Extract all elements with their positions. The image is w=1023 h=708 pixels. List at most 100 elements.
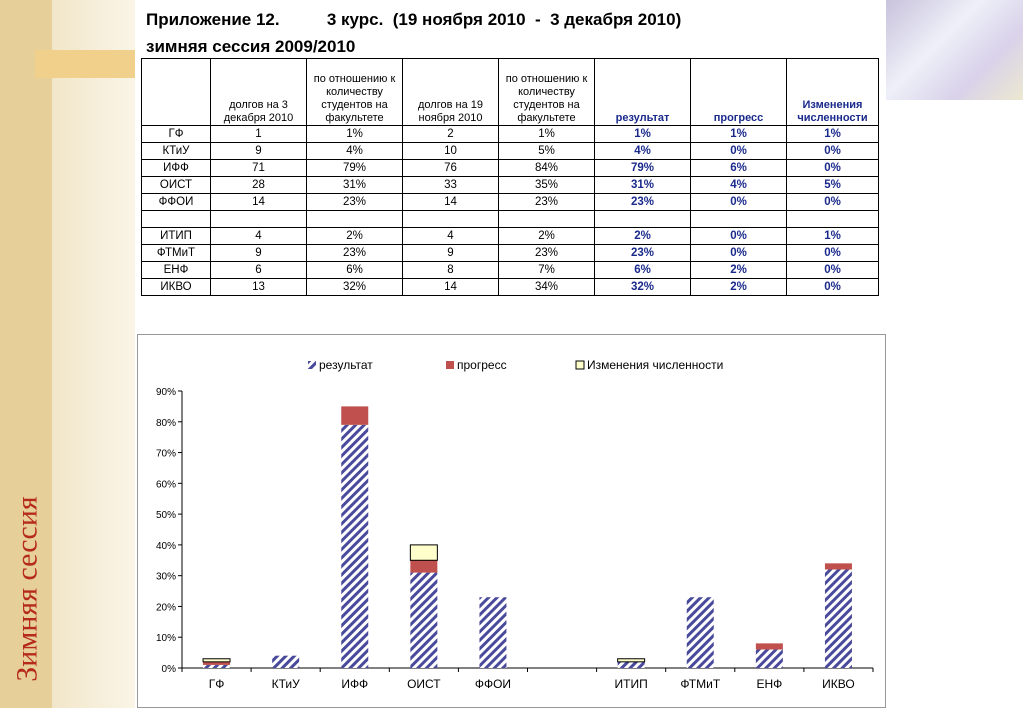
table-cell: 31% <box>594 176 691 194</box>
bar-segment <box>755 643 783 650</box>
table-cell: 71 <box>210 159 307 177</box>
bar-segment <box>341 406 369 425</box>
table-row <box>141 210 879 228</box>
table-cell: ФФОИ <box>141 193 211 211</box>
bar-segment <box>755 649 783 668</box>
x-tick-label: ИКВО <box>822 677 855 691</box>
slide-vertical-title: Зимняя сессия <box>8 470 48 708</box>
table-cell: ГФ <box>141 125 211 143</box>
table-empty-cell <box>306 295 403 310</box>
table-cell: 79% <box>306 159 403 177</box>
table-cell: 84% <box>498 159 595 177</box>
y-tick-label: 80% <box>156 418 176 429</box>
table-cell: 13 <box>210 278 307 296</box>
y-tick-label: 30% <box>156 572 176 583</box>
table-cell: 79% <box>594 159 691 177</box>
table-cell: 23% <box>498 193 595 211</box>
table-empty-cell <box>402 295 499 310</box>
table-cell: 1% <box>786 227 879 245</box>
table-cell: 9 <box>210 142 307 160</box>
stacked-bar-chart: 0% 10% 20% 30% 40% 50% 60% 70% 80% 90% ГФ КТиУ ИФФ ОИ… <box>137 334 886 708</box>
table-cell: 0% <box>786 244 879 262</box>
table-cell: 34% <box>498 278 595 296</box>
table-cell: 2% <box>306 227 403 245</box>
table-header-cell: по отношению к количеству студентов на ф… <box>306 58 403 126</box>
table-cell <box>786 210 879 228</box>
table-header-cell <box>141 58 211 126</box>
table-cell: ИКВО <box>141 278 211 296</box>
legend-label: прогресс <box>457 358 507 372</box>
table-cell: 0% <box>786 193 879 211</box>
table-cell: 4% <box>306 142 403 160</box>
table-cell <box>594 210 691 228</box>
y-tick-label: 10% <box>156 633 176 644</box>
table-cell: 8 <box>402 261 499 279</box>
table-cell: 5% <box>786 176 879 194</box>
sheet-title: Приложение 12. 3 курс. (19 ноября 2010 -… <box>146 10 682 29</box>
x-tick-label: ГФ <box>209 677 225 691</box>
table-cell: 0% <box>690 244 787 262</box>
table-row: ИТИП 4 2% 4 2% 2% 0% 1% <box>141 227 879 245</box>
table-row: КТиУ 9 4% 10 5% 4% 0% 0% <box>141 142 879 160</box>
table-cell: 31% <box>306 176 403 194</box>
table-cell: 0% <box>690 193 787 211</box>
table-cell: 23% <box>306 244 403 262</box>
bar-segment <box>617 661 645 668</box>
table-cell: 14 <box>402 278 499 296</box>
table-cell: 14 <box>402 193 499 211</box>
table-row: ОИСТ 28 31% 33 35% 31% 4% 5% <box>141 176 879 194</box>
bar-segment <box>203 664 231 668</box>
table-empty-cell <box>141 295 211 310</box>
bar-segment <box>202 658 231 663</box>
slide-corner-decoration <box>886 0 1023 100</box>
table-cell: 4 <box>210 227 307 245</box>
table-empty-cell <box>210 295 307 310</box>
y-tick-label: 70% <box>156 449 176 460</box>
table-cell: 9 <box>210 244 307 262</box>
table-cell <box>306 210 403 228</box>
table-cell: 0% <box>786 142 879 160</box>
table-empty-cell <box>690 295 787 310</box>
x-tick-label: ОИСТ <box>407 677 441 691</box>
table-cell: 1% <box>690 125 787 143</box>
table-cell: 23% <box>498 244 595 262</box>
table-cell: 2% <box>690 261 787 279</box>
table-cell: 1% <box>498 125 595 143</box>
slide-side-gradient <box>52 0 135 708</box>
table-row: ГФ 1 1% 2 1% 1% 1% 1% <box>141 125 879 143</box>
bar-segment <box>686 597 714 668</box>
table-cell: 23% <box>594 244 691 262</box>
table-cell: 10 <box>402 142 499 160</box>
table-cell: 4 <box>402 227 499 245</box>
y-tick-label: 90% <box>156 387 176 398</box>
x-tick-label: ФТМиТ <box>680 677 720 691</box>
table-cell: ИФФ <box>141 159 211 177</box>
table-empty-row <box>141 295 879 310</box>
slide-title-text: Зимняя сессия <box>11 496 45 682</box>
table-cell: 1% <box>786 125 879 143</box>
x-tick-label: ФФОИ <box>475 677 511 691</box>
table-row: ФФОИ 14 23% 14 23% 23% 0% 0% <box>141 193 879 211</box>
bar-segment <box>824 563 852 570</box>
y-tick-label: 20% <box>156 602 176 613</box>
table-cell: 23% <box>594 193 691 211</box>
legend-label: результат <box>319 358 373 372</box>
table-cell: 32% <box>306 278 403 296</box>
table-cell <box>498 210 595 228</box>
y-tick-label: 60% <box>156 479 176 490</box>
legend-label: Изменения численности <box>587 358 723 372</box>
table-cell: КТиУ <box>141 142 211 160</box>
table-cell: ИТИП <box>141 227 211 245</box>
table-header-cell: по отношению к количеству студентов на ф… <box>498 58 595 126</box>
table-cell: 33 <box>402 176 499 194</box>
table-cell: 5% <box>498 142 595 160</box>
table-cell: 14 <box>210 193 307 211</box>
table-header-cell: долгов на 3 декабря 2010 <box>210 58 307 126</box>
slide-side-band <box>0 0 52 708</box>
table-cell: ОИСТ <box>141 176 211 194</box>
sheet-subtitle: зимняя сессия 2009/2010 <box>146 37 356 56</box>
table-cell: 1% <box>306 125 403 143</box>
y-tick-label: 50% <box>156 510 176 521</box>
x-tick-label: ИФФ <box>341 677 368 691</box>
table-row: ИКВО 13 32% 14 34% 32% 2% 0% <box>141 278 879 296</box>
